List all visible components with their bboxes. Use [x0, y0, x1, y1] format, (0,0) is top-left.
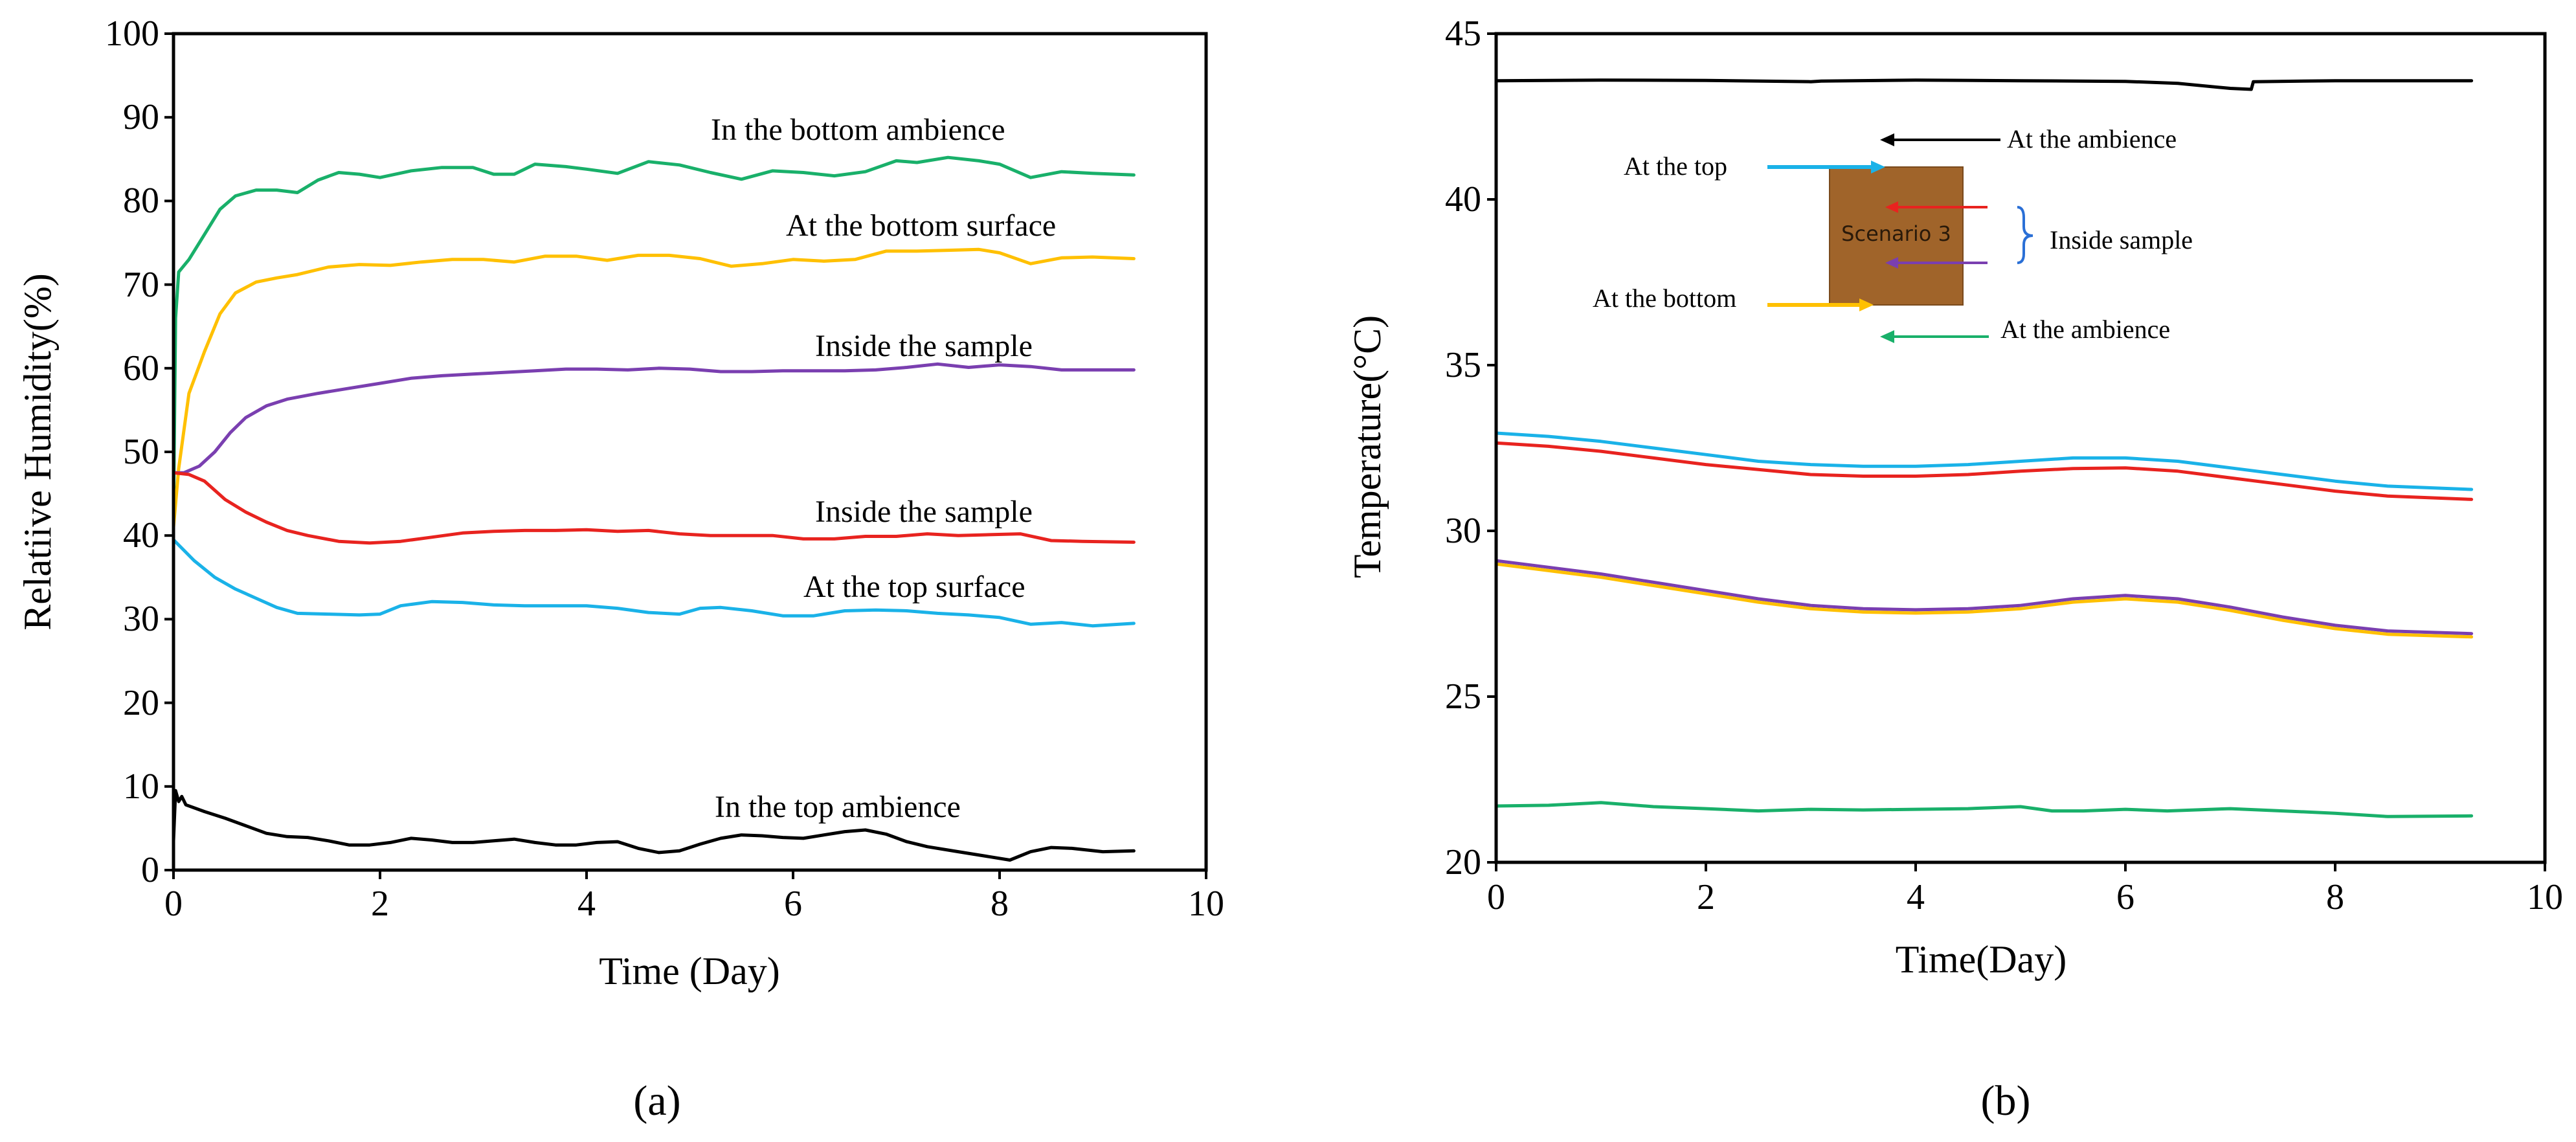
chart-a-ticks [164, 32, 1207, 879]
chart-a-series-group [172, 155, 1136, 862]
chart-b-series-3-line [1494, 559, 2474, 636]
chart-b-series-1-line [1494, 431, 2474, 491]
chart-a-x-axis-title: Time (Day) [599, 950, 779, 992]
chart-b-series-5-line [1494, 801, 2474, 818]
chart-a-series-5-line [172, 789, 1136, 862]
panel-a-label: (a) [633, 1077, 680, 1125]
chart-b-inset-schematic: Scenario 3 At the ambience At the top In… [1593, 124, 2193, 344]
chart-a-y-tick-90: 90 [123, 97, 159, 137]
chart-b-series-4-line [1494, 562, 2474, 639]
chart-a-label-bottom-ambience: In the bottom ambience [711, 113, 1005, 147]
chart-b-x-tick-6: 6 [2116, 877, 2134, 917]
chart-a-y-tick-60: 60 [123, 348, 159, 388]
chart-b-y-axis-title: Temperature(°C) [1346, 315, 1389, 578]
chart-a-y-tick-80: 80 [123, 181, 159, 221]
chart-b-y-tick-40: 40 [1445, 179, 1481, 219]
inset-label-bottom: At the bottom [1593, 284, 1736, 313]
chart-a-plot-frame [172, 32, 1208, 872]
chart-b-x-tick-4: 4 [1907, 877, 1925, 917]
panel-b-label: (b) [1981, 1077, 2031, 1125]
chart-a-series-4-line [172, 538, 1136, 628]
inset-label-ambience-bottom: At the ambience [2000, 315, 2170, 344]
chart-a-y-tick-10: 10 [123, 767, 159, 807]
chart-a-label-bottom-surface: At the bottom surface [786, 208, 1056, 243]
inset-label-top: At the top [1624, 151, 1727, 181]
chart-a-series-0-line [172, 155, 1136, 521]
chart-b-y-tick-45: 45 [1445, 14, 1481, 54]
chart-a-label-inside-sample-lower: Inside the sample [815, 495, 1033, 529]
chart-b-y-tick-20: 20 [1445, 842, 1481, 882]
chart-b-x-tick-2: 2 [1697, 877, 1715, 917]
sample-label: Scenario 3 [1841, 221, 1951, 246]
chart-a-x-tick-6: 6 [784, 884, 802, 924]
arrow-ambience-bottom-head [1880, 330, 1894, 343]
arrow-bottom-head [1859, 298, 1874, 311]
chart-panel-b: 20 25 30 35 40 45 0 2 4 6 8 10 Time(Day)… [1346, 14, 2563, 1125]
inside-brace [2017, 206, 2033, 264]
arrow-top-head [1871, 161, 1885, 174]
chart-a-x-tick-10: 10 [1188, 884, 1224, 924]
chart-a-label-top-surface: At the top surface [803, 570, 1025, 604]
chart-b-y-tick-labels: 20 25 30 35 40 45 [1445, 14, 1481, 882]
chart-a-x-tick-4: 4 [577, 884, 596, 924]
chart-a-label-top-ambience: In the top ambience [715, 790, 961, 824]
chart-a-series-3-line [172, 471, 1136, 545]
chart-b-y-tick-25: 25 [1445, 677, 1481, 717]
chart-b-y-tick-35: 35 [1445, 345, 1481, 385]
chart-a-series-2-line [172, 362, 1136, 475]
chart-a-annotations: In the bottom ambience At the bottom sur… [711, 113, 1056, 824]
chart-a-y-tick-100: 100 [105, 14, 159, 54]
inset-label-ambience-top: At the ambience [2007, 124, 2177, 153]
chart-b-series-0-line [1494, 78, 2474, 91]
chart-a-y-axis-title: Relatiive Humidity(%) [16, 273, 59, 631]
chart-a-y-tick-labels: 0 10 20 30 40 50 60 70 80 90 100 [105, 14, 159, 890]
chart-b-x-tick-8: 8 [2326, 877, 2344, 917]
chart-a-x-tick-labels: 0 2 4 6 8 10 [164, 884, 1224, 924]
chart-a-y-tick-20: 20 [123, 683, 159, 723]
chart-a-x-tick-2: 2 [371, 884, 389, 924]
chart-b-ticks [1487, 32, 2546, 871]
arrow-inside-purple-head [1885, 257, 1898, 269]
chart-a-y-tick-40: 40 [123, 515, 159, 555]
arrow-ambience-top-head [1880, 133, 1894, 146]
chart-a-y-tick-0: 0 [141, 850, 159, 890]
chart-a-label-inside-sample-upper: Inside the sample [815, 329, 1033, 363]
arrow-inside-red-head [1885, 201, 1898, 213]
chart-b-x-tick-labels: 0 2 4 6 8 10 [1487, 877, 2563, 917]
chart-b-plot-frame [1494, 32, 2547, 864]
chart-panel-a: 0 10 20 30 40 50 60 70 80 90 100 0 2 4 6… [16, 14, 1224, 1125]
chart-a-x-tick-0: 0 [164, 884, 183, 924]
chart-a-x-tick-8: 8 [991, 884, 1009, 924]
chart-a-series-1-line [172, 247, 1136, 529]
chart-b-series-group [1494, 78, 2474, 818]
inset-label-inside: Inside sample [2050, 225, 2193, 254]
chart-b-x-axis-title: Time(Day) [1896, 938, 2066, 981]
chart-a-y-tick-30: 30 [123, 599, 159, 639]
chart-b-x-tick-10: 10 [2527, 877, 2563, 917]
chart-a-y-tick-50: 50 [123, 432, 159, 472]
sample-block [1829, 166, 1964, 306]
chart-b-y-tick-30: 30 [1445, 511, 1481, 551]
chart-b-series-2-line [1494, 441, 2474, 501]
chart-b-x-tick-0: 0 [1487, 877, 1505, 917]
chart-a-y-tick-70: 70 [123, 265, 159, 305]
